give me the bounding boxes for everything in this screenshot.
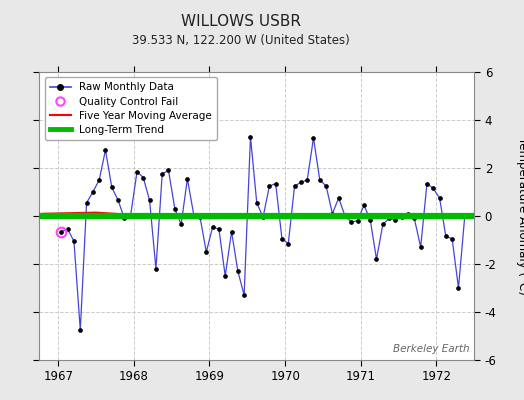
Text: WILLOWS USBR: WILLOWS USBR (181, 14, 301, 29)
Y-axis label: Temperature Anomaly (°C): Temperature Anomaly (°C) (516, 137, 524, 295)
Legend: Raw Monthly Data, Quality Control Fail, Five Year Moving Average, Long-Term Tren: Raw Monthly Data, Quality Control Fail, … (45, 77, 217, 140)
Text: Berkeley Earth: Berkeley Earth (393, 344, 470, 354)
Text: 39.533 N, 122.200 W (United States): 39.533 N, 122.200 W (United States) (132, 34, 350, 47)
